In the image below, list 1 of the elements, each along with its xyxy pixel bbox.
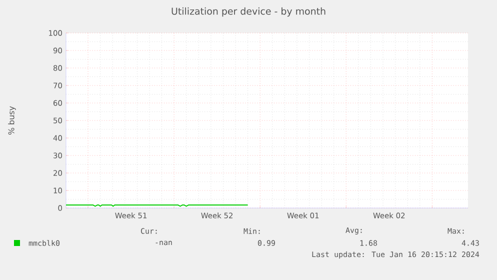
chart-title: Utilization per device - by month bbox=[172, 7, 326, 17]
